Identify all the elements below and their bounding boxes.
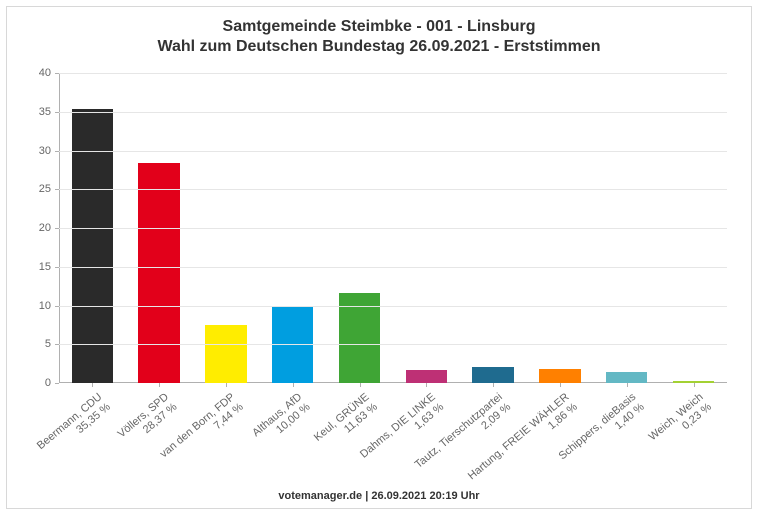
ytick-label: 20 [19, 222, 59, 234]
bar [205, 325, 246, 383]
bar [472, 367, 513, 383]
title-line-2: Wahl zum Deutschen Bundestag 26.09.2021 … [7, 37, 751, 57]
ytick-label: 25 [19, 183, 59, 195]
gridline [59, 73, 727, 74]
ytick-label: 5 [19, 338, 59, 350]
x-labels-container: Beermann, CDU35,35 %Völlers, SPD28,37 %v… [59, 387, 727, 487]
bar [406, 370, 447, 383]
x-axis-label: Weich, Weich0,23 % [646, 391, 714, 454]
x-axis-label: Althaus, AfD10,00 % [250, 391, 313, 450]
x-axis-label: Beermann, CDU35,35 % [35, 391, 114, 463]
ytick-label: 30 [19, 145, 59, 157]
gridline [59, 344, 727, 345]
plot-area: 0510152025303540 [59, 73, 727, 383]
bar [606, 372, 647, 383]
chart-title: Samtgemeinde Steimbke - 001 - Linsburg W… [7, 7, 751, 57]
gridline [59, 151, 727, 152]
gridline [59, 267, 727, 268]
ytick-label: 0 [19, 377, 59, 389]
footer-text: votemanager.de | 26.09.2021 20:19 Uhr [7, 490, 751, 502]
ytick-label: 15 [19, 261, 59, 273]
ytick-label: 10 [19, 300, 59, 312]
ytick-label: 35 [19, 106, 59, 118]
gridline [59, 189, 727, 190]
title-line-1: Samtgemeinde Steimbke - 001 - Linsburg [7, 17, 751, 37]
bar [138, 163, 179, 383]
ytick-label: 40 [19, 67, 59, 79]
chart-frame: Samtgemeinde Steimbke - 001 - Linsburg W… [6, 6, 752, 509]
gridline [59, 112, 727, 113]
gridline [59, 306, 727, 307]
bar [539, 369, 580, 383]
gridline [59, 228, 727, 229]
